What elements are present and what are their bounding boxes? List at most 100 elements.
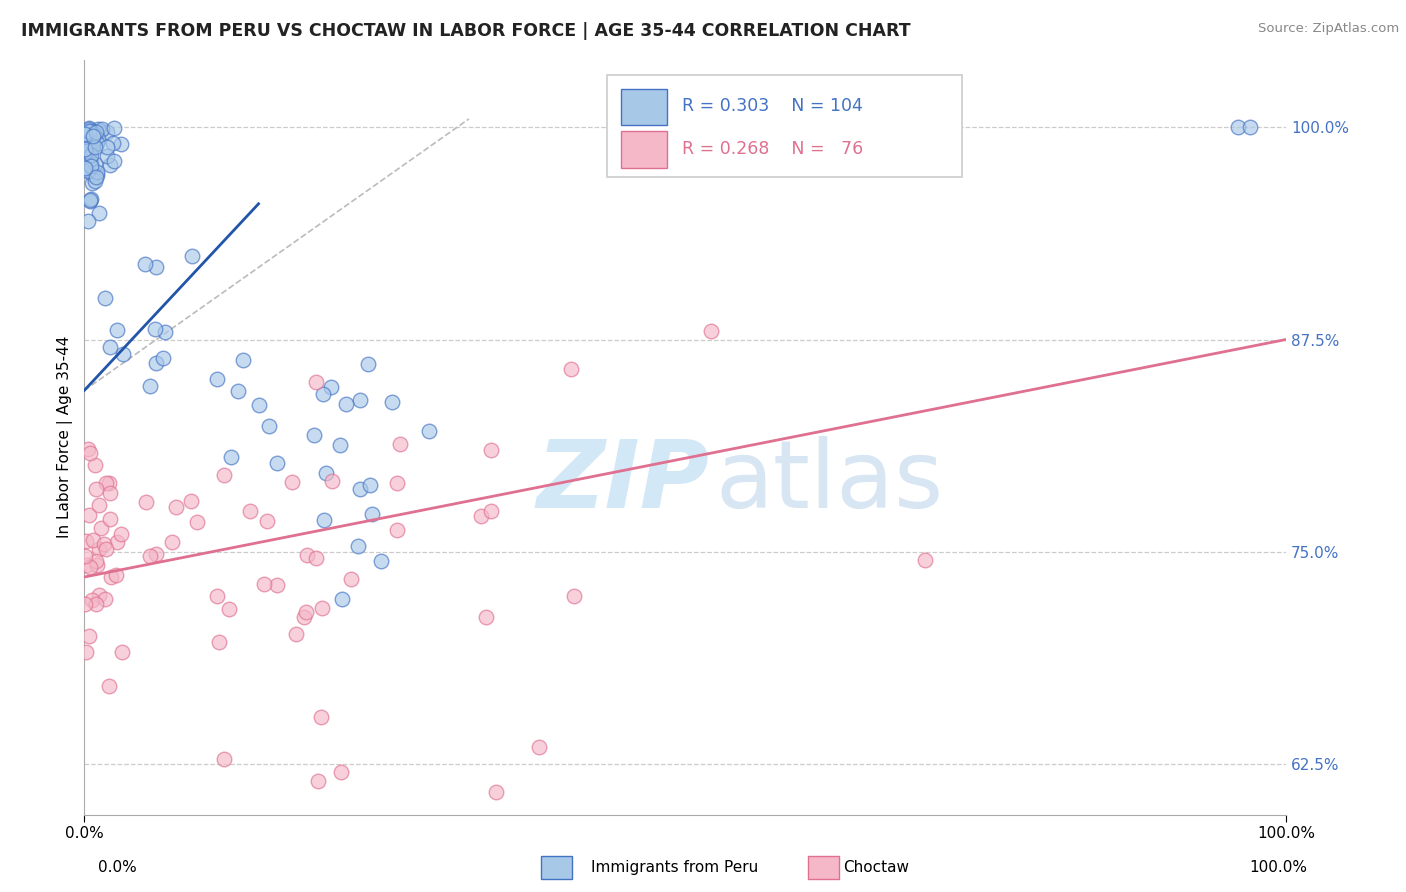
Point	[295, 605, 318, 619]
Point	[312, 387, 335, 401]
Point	[475, 610, 498, 624]
Point	[75, 142, 97, 156]
Point	[84, 125, 107, 139]
Point	[145, 355, 167, 369]
Point	[75, 645, 97, 659]
Point	[302, 428, 325, 442]
Point	[80, 159, 103, 173]
Point	[86, 558, 108, 573]
Point	[214, 751, 236, 765]
Point	[226, 384, 249, 398]
Point	[1239, 120, 1261, 135]
Point	[79, 445, 101, 459]
Point	[77, 131, 100, 145]
Point	[80, 167, 103, 181]
Point	[75, 597, 97, 611]
Point	[83, 127, 105, 141]
Point	[349, 482, 371, 496]
Point	[100, 569, 122, 583]
Point	[370, 554, 392, 568]
Point	[93, 537, 115, 551]
Point	[93, 591, 115, 606]
Point	[82, 533, 104, 547]
Point	[79, 153, 101, 168]
Point	[73, 549, 96, 564]
Point	[292, 609, 315, 624]
Point	[96, 476, 118, 491]
Point	[155, 325, 177, 339]
Point	[259, 419, 281, 434]
Point	[86, 136, 108, 151]
Point	[103, 121, 125, 136]
Point	[82, 135, 104, 149]
FancyBboxPatch shape	[621, 131, 666, 168]
Point	[479, 442, 502, 457]
Point	[315, 466, 337, 480]
Y-axis label: In Labor Force | Age 35-44: In Labor Force | Age 35-44	[58, 336, 73, 538]
Point	[527, 739, 550, 754]
Point	[75, 145, 97, 159]
Text: Choctaw: Choctaw	[844, 860, 910, 874]
Point	[96, 125, 118, 139]
Point	[105, 323, 128, 337]
Point	[77, 148, 100, 162]
Point	[90, 122, 112, 136]
Point	[77, 442, 100, 456]
Point	[87, 588, 110, 602]
Point	[73, 129, 96, 144]
Point	[86, 121, 108, 136]
Point	[186, 516, 208, 530]
Point	[98, 340, 121, 354]
Text: atlas: atlas	[716, 436, 943, 528]
Text: R = 0.303    N = 104: R = 0.303 N = 104	[682, 97, 862, 115]
Point	[218, 602, 240, 616]
Point	[305, 550, 328, 565]
Point	[152, 351, 174, 365]
Point	[79, 194, 101, 209]
Point	[134, 257, 156, 271]
Text: Immigrants from Peru: Immigrants from Peru	[591, 860, 758, 874]
Point	[285, 627, 308, 641]
Point	[253, 577, 276, 591]
Point	[304, 375, 326, 389]
Point	[73, 161, 96, 175]
Point	[98, 158, 121, 172]
Point	[84, 140, 107, 154]
Point	[105, 567, 128, 582]
Point	[239, 504, 262, 518]
Point	[208, 634, 231, 648]
Text: 100.0%: 100.0%	[1250, 860, 1308, 874]
Point	[143, 322, 166, 336]
Point	[76, 159, 98, 173]
Point	[96, 149, 118, 163]
Point	[145, 260, 167, 274]
Point	[485, 785, 508, 799]
Point	[84, 554, 107, 568]
Point	[381, 395, 404, 409]
Point	[79, 136, 101, 150]
Point	[76, 129, 98, 144]
Point	[96, 541, 118, 556]
Point	[479, 503, 502, 517]
Point	[90, 521, 112, 535]
Point	[98, 512, 121, 526]
Point	[79, 193, 101, 207]
Point	[347, 539, 370, 553]
Point	[266, 578, 288, 592]
Point	[89, 124, 111, 138]
Point	[357, 357, 380, 371]
Point	[79, 122, 101, 136]
Point	[82, 128, 104, 143]
Point	[1226, 120, 1249, 135]
Point	[80, 148, 103, 162]
Point	[77, 629, 100, 643]
Point	[84, 169, 107, 184]
Point	[79, 128, 101, 143]
Point	[165, 500, 187, 514]
FancyBboxPatch shape	[621, 89, 666, 125]
Point	[77, 120, 100, 135]
Point	[295, 548, 318, 562]
Point	[388, 437, 411, 451]
Point	[84, 137, 107, 152]
Point	[111, 645, 134, 659]
